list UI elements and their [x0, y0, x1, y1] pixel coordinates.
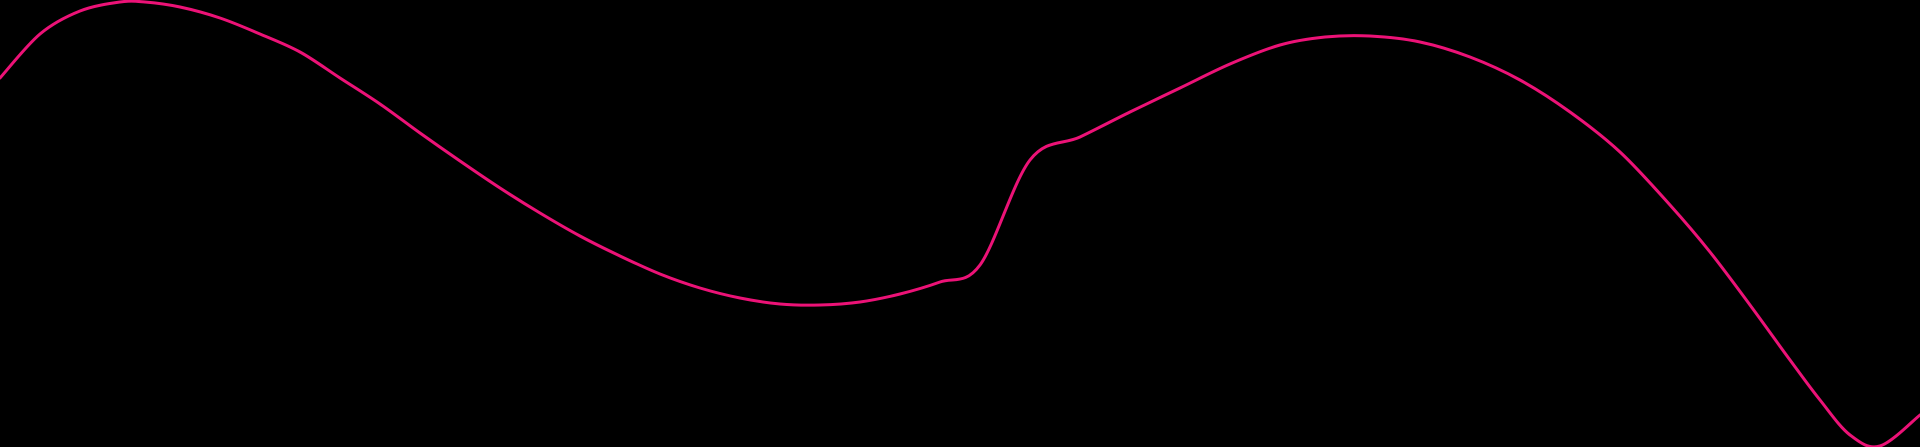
plot-background [0, 0, 1920, 447]
sine-wave-curve [0, 0, 1920, 447]
wave-plot-svg [0, 0, 1920, 447]
chart-canvas [0, 0, 1920, 447]
